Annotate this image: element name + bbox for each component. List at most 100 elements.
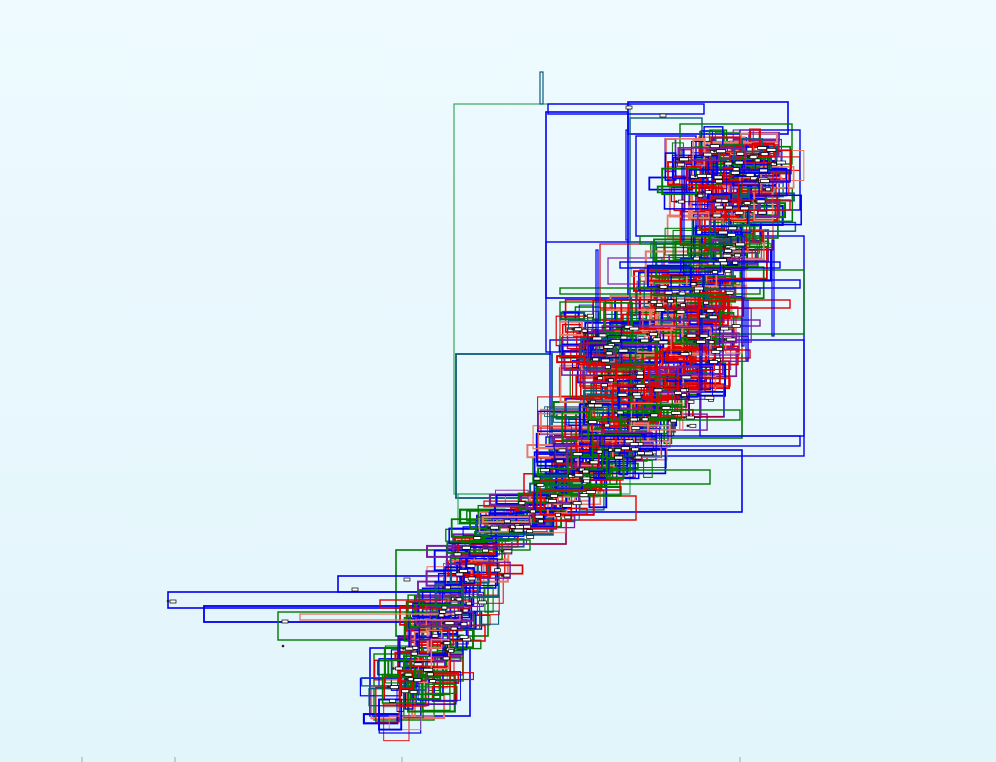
connector-box xyxy=(693,254,703,284)
graph-node xyxy=(655,308,666,312)
graph-node xyxy=(699,333,709,338)
graph-node xyxy=(572,501,582,505)
graph-node-dot xyxy=(656,285,660,289)
connector-box xyxy=(431,686,458,703)
graph-node xyxy=(460,622,468,627)
graph-node xyxy=(574,327,583,332)
connector-box xyxy=(412,602,452,617)
connector-box xyxy=(413,631,429,656)
drop-line xyxy=(741,235,745,347)
drop-line xyxy=(595,249,599,341)
graph-node xyxy=(720,261,728,266)
graph-node-dot xyxy=(683,334,687,338)
graph-node xyxy=(592,336,603,341)
graph-node-dot xyxy=(559,504,562,508)
graph-node xyxy=(636,374,644,379)
graph-node xyxy=(736,151,745,156)
graph-node-dot xyxy=(773,161,776,164)
graph-node-dot xyxy=(552,460,556,463)
graph-node-dot xyxy=(402,647,405,650)
graph-node-dot xyxy=(715,231,718,234)
graph-node xyxy=(413,678,422,682)
graph-node-dot xyxy=(589,337,593,340)
graph-node xyxy=(653,388,663,393)
graph-node xyxy=(720,326,730,331)
graph-node xyxy=(590,399,596,404)
connector-box xyxy=(615,334,637,369)
graph-node xyxy=(482,548,489,553)
graph-node xyxy=(686,333,697,338)
graph-node xyxy=(658,340,669,345)
graph-node xyxy=(494,568,501,573)
graph-node xyxy=(712,270,718,274)
graph-node-dot xyxy=(762,188,765,191)
graph-node xyxy=(579,467,585,472)
graph-node xyxy=(636,371,644,376)
graph-node xyxy=(749,155,758,159)
graph-node xyxy=(614,455,623,460)
graph-node xyxy=(650,300,658,304)
graph-node xyxy=(634,455,642,460)
graph-node xyxy=(715,179,723,184)
graph-node xyxy=(632,392,642,397)
graph-node xyxy=(676,298,685,303)
connector-box xyxy=(456,573,482,586)
graph-node xyxy=(661,406,671,410)
graph-node xyxy=(760,152,769,156)
graph-node xyxy=(677,162,685,167)
graph-node xyxy=(734,160,744,165)
graph-node xyxy=(713,175,723,180)
graph-node xyxy=(624,439,634,444)
graph-node xyxy=(686,415,695,420)
graph-node-dot xyxy=(401,673,405,676)
connector-strip xyxy=(689,169,791,183)
graph-node xyxy=(443,641,451,645)
graph-node xyxy=(462,608,469,613)
connector-strip xyxy=(619,261,781,269)
graph-node xyxy=(724,269,732,274)
connector-box xyxy=(587,326,623,342)
graph-node xyxy=(734,253,741,258)
graph-node xyxy=(697,174,707,178)
graph-node-dot xyxy=(621,325,625,329)
graph-node xyxy=(404,672,413,677)
graph-node xyxy=(694,286,704,291)
graph-node-dot xyxy=(703,309,707,313)
graph-node-dot xyxy=(555,449,559,452)
graph-node-dot xyxy=(439,657,443,660)
graph-node xyxy=(588,420,598,424)
graph-node-dot xyxy=(589,358,592,361)
graph-node xyxy=(703,152,713,157)
graph-node xyxy=(598,333,607,338)
graph-node xyxy=(709,144,720,148)
graph-node xyxy=(550,494,558,498)
connector-box xyxy=(704,266,765,300)
graph-node xyxy=(699,314,707,319)
graph-node xyxy=(605,365,611,369)
connector-box xyxy=(556,355,586,364)
graph-node-dot xyxy=(440,641,444,645)
graph-node-dot xyxy=(706,360,709,364)
connector-box xyxy=(480,561,511,579)
graph-node xyxy=(677,199,685,204)
connector-box xyxy=(592,434,641,449)
connector-box xyxy=(596,431,653,446)
graph-node-dot xyxy=(678,393,681,397)
graph-node-dot xyxy=(533,483,537,487)
connector-box xyxy=(643,459,653,478)
graph-node-dot xyxy=(667,419,670,422)
graph-node-dot xyxy=(487,526,490,529)
graph-node xyxy=(429,679,436,683)
graph-node xyxy=(601,383,608,388)
graph-node xyxy=(513,528,524,533)
graph-node xyxy=(530,509,536,514)
graph-node-dot xyxy=(527,510,530,513)
connector-box xyxy=(758,200,780,218)
graph-node-dot xyxy=(712,199,716,202)
drop-line xyxy=(625,129,629,241)
graph-node xyxy=(601,358,610,363)
graph-node-dot xyxy=(633,370,637,374)
graph-node xyxy=(705,190,712,195)
graph-node xyxy=(671,411,681,415)
graph-node-dot xyxy=(677,303,680,307)
